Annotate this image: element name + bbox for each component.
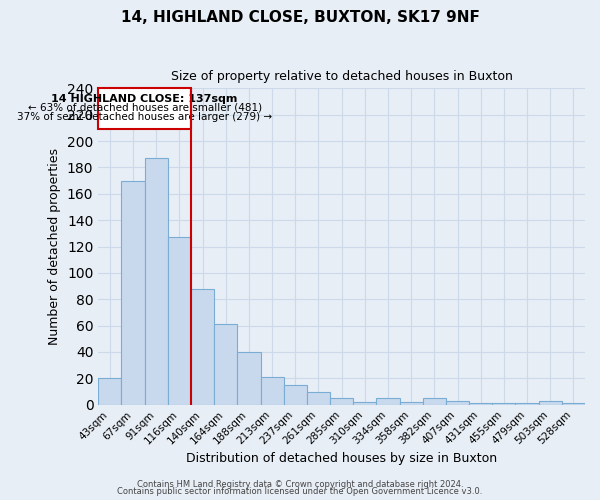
Text: 37% of semi-detached houses are larger (279) →: 37% of semi-detached houses are larger (… <box>17 112 272 122</box>
Text: 14 HIGHLAND CLOSE: 137sqm: 14 HIGHLAND CLOSE: 137sqm <box>52 94 238 104</box>
Bar <box>376 398 400 404</box>
Bar <box>168 238 191 404</box>
Bar <box>353 402 376 404</box>
Y-axis label: Number of detached properties: Number of detached properties <box>49 148 61 345</box>
X-axis label: Distribution of detached houses by size in Buxton: Distribution of detached houses by size … <box>186 452 497 465</box>
Bar <box>238 352 260 405</box>
Text: 14, HIGHLAND CLOSE, BUXTON, SK17 9NF: 14, HIGHLAND CLOSE, BUXTON, SK17 9NF <box>121 10 479 25</box>
Text: Contains public sector information licensed under the Open Government Licence v3: Contains public sector information licen… <box>118 487 482 496</box>
Bar <box>330 398 353 404</box>
Bar <box>214 324 238 404</box>
Bar <box>121 180 145 404</box>
Bar <box>98 88 191 129</box>
Bar <box>260 377 284 404</box>
Bar <box>446 401 469 404</box>
Text: ← 63% of detached houses are smaller (481): ← 63% of detached houses are smaller (48… <box>28 103 262 113</box>
Bar <box>539 401 562 404</box>
Bar <box>98 378 121 404</box>
Title: Size of property relative to detached houses in Buxton: Size of property relative to detached ho… <box>171 70 512 83</box>
Bar <box>423 398 446 404</box>
Bar <box>400 402 423 404</box>
Bar <box>284 385 307 404</box>
Bar <box>145 158 168 404</box>
Text: Contains HM Land Registry data © Crown copyright and database right 2024.: Contains HM Land Registry data © Crown c… <box>137 480 463 489</box>
Bar <box>191 288 214 405</box>
Bar <box>307 392 330 404</box>
